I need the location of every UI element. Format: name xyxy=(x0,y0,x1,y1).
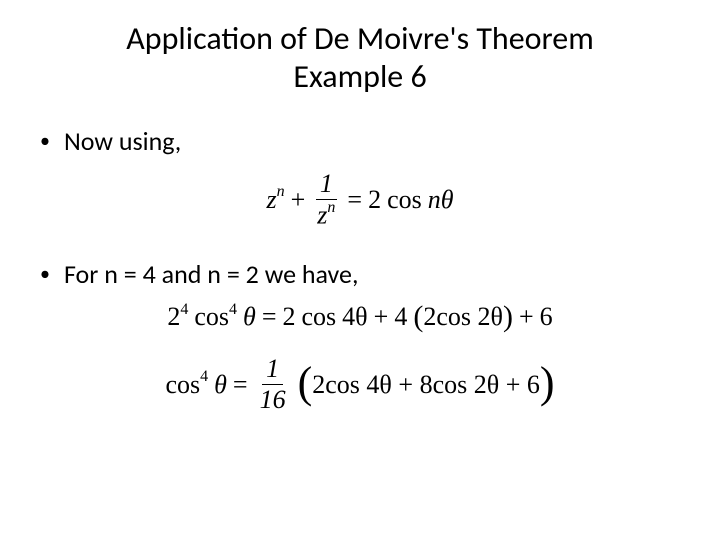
title-line-2: Example 6 xyxy=(293,57,426,96)
eq2-t1-arg: 4θ xyxy=(342,302,367,332)
eq3-frac-num: 1 xyxy=(262,356,283,385)
equation-3: cos4 θ = 1 16 ( 2cos 4θ + 8cos 2θ + xyxy=(40,356,680,413)
eq2-inner-arg: 2θ xyxy=(477,302,502,332)
eq3-t1-arg: 4θ xyxy=(366,370,391,400)
eq2-2: 2 xyxy=(167,302,180,331)
eq2-paren-group: (2cos 2θ) xyxy=(413,302,513,332)
eq3-fraction: 1 16 xyxy=(256,356,290,413)
eq3-t1-2: 2 xyxy=(312,370,325,400)
eq1-z: z xyxy=(266,185,276,214)
eq1-cos: cos xyxy=(387,185,422,215)
eq1-frac-num: 1 xyxy=(316,171,337,200)
eq1-frac-den-exp: n xyxy=(327,199,335,216)
eq2-equals: = xyxy=(262,302,277,332)
bullet-2: • For n = 4 and n = 2 we have, xyxy=(40,258,680,290)
eq2-plus1: + xyxy=(374,302,389,332)
eq3-equals: = xyxy=(233,370,248,400)
slide-title: Application of De Moivre's Theorem Examp… xyxy=(40,20,680,97)
eq3-cos-exp: 4 xyxy=(200,368,208,385)
eq3-6: 6 xyxy=(527,370,540,400)
eq3-cos: cos xyxy=(165,370,200,399)
title-line-1: Application of De Moivre's Theorem xyxy=(126,19,594,58)
eq2-inner-cos: cos xyxy=(436,302,471,332)
eq1-rhs-2: 2 xyxy=(368,185,381,215)
eq2-inner-2: 2 xyxy=(423,302,436,332)
bullet-dot-icon: • xyxy=(40,258,50,290)
eq3-paren-group: ( 2cos 4θ + 8cos 2θ + 6 ) xyxy=(298,370,555,401)
eq3-theta: θ xyxy=(214,370,227,400)
eq2-cos-exp: 4 xyxy=(229,301,237,318)
eq1-equals: = xyxy=(347,185,362,215)
eq2-cos: cos xyxy=(194,302,229,331)
bullet-1-text: Now using, xyxy=(64,125,181,157)
eq1-fraction: 1 zn xyxy=(313,171,339,229)
eq3-plus1: + xyxy=(398,370,413,400)
eq2-exp4: 4 xyxy=(180,301,188,318)
bullet-1: • Now using, xyxy=(40,125,680,157)
eq3-frac-den: 16 xyxy=(256,385,290,413)
bullet-dot-icon: • xyxy=(40,125,50,157)
eq3-t2-cos: cos xyxy=(433,370,468,400)
equation-1: zn + 1 zn = 2cos nθ xyxy=(40,171,680,229)
eq2-theta: θ xyxy=(243,302,256,332)
bullet-2-text: For n = 4 and n = 2 we have, xyxy=(64,258,359,290)
eq2-t1-2: 2 xyxy=(283,302,296,332)
eq2-plus2: + xyxy=(519,302,534,332)
eq1-ntheta: nθ xyxy=(428,185,454,215)
eq2-t1-cos: cos xyxy=(302,302,337,332)
eq1-exp-n: n xyxy=(277,183,285,200)
equation-2: 24 cos4 θ = 2cos 4θ + 4(2cos 2θ) + 6 xyxy=(40,302,680,332)
equation-group: 24 cos4 θ = 2cos 4θ + 4(2cos 2θ) + 6 cos… xyxy=(40,302,680,413)
eq2-t2-4: 4 xyxy=(394,302,407,332)
eq3-t1-cos: cos xyxy=(325,370,360,400)
eq3-t2-8: 8 xyxy=(420,370,433,400)
eq3-t2-arg: 2θ xyxy=(474,370,499,400)
eq1-plus: + xyxy=(291,185,306,215)
eq2-6: 6 xyxy=(540,302,553,332)
eq1-frac-den-z: z xyxy=(317,200,327,229)
eq3-plus2: + xyxy=(506,370,521,400)
